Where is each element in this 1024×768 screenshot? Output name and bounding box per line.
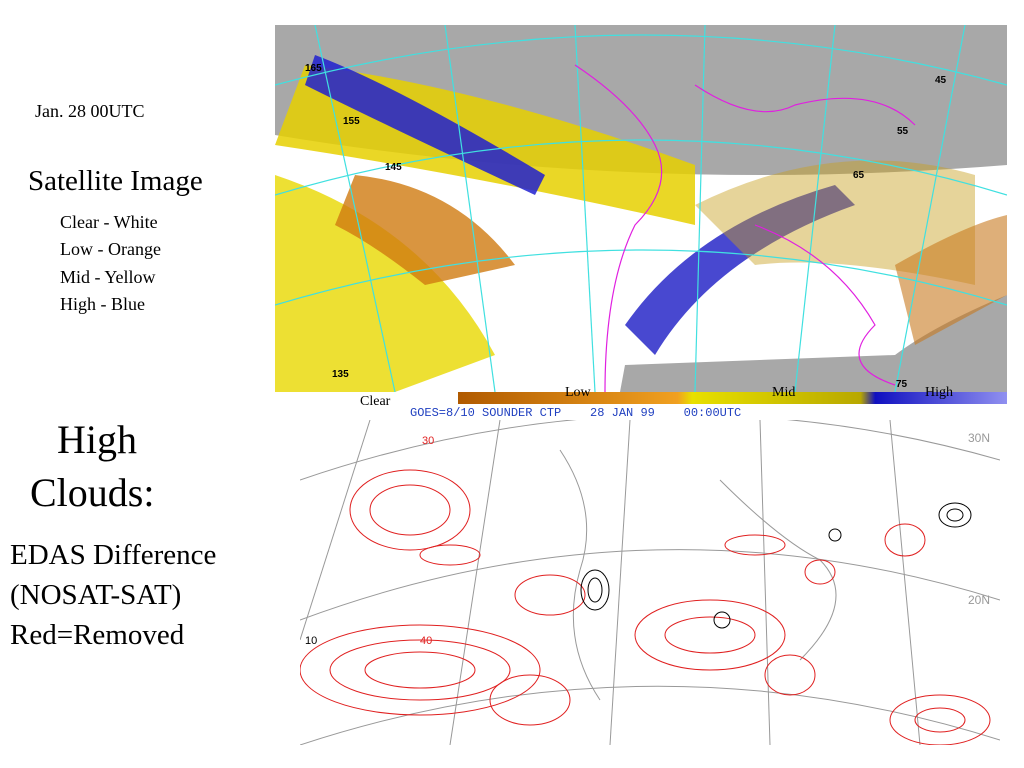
date: Jan. 28 00UTC xyxy=(35,101,145,121)
longitude-label: 135 xyxy=(332,369,349,380)
added-contours xyxy=(580,502,972,629)
caption: GOES=8/10 SOUNDER CTP 28 JAN 99 00:00UTC xyxy=(410,406,741,420)
longitude-label: 75 xyxy=(896,379,908,390)
satellite-image: 165 155 145 135 45 55 65 75 Clear Low Mi… xyxy=(275,25,1007,420)
section-title: High xyxy=(57,417,137,462)
mid-cloud xyxy=(275,175,495,392)
low-cloud xyxy=(895,215,1007,345)
high-cloud xyxy=(305,55,545,195)
color-bar-label: Clear xyxy=(360,394,391,409)
legend-item: Mid - Yellow xyxy=(60,267,156,287)
background xyxy=(300,420,1000,745)
latitude-label: 20N xyxy=(968,593,990,607)
latitude-label: 30N xyxy=(968,431,990,445)
section-title: Clouds: xyxy=(30,470,155,515)
heading: Satellite Image xyxy=(28,165,203,197)
longitude-label: 145 xyxy=(385,162,402,173)
contour-label: 30 xyxy=(422,435,434,447)
color-bar-label: High xyxy=(925,385,953,400)
high-cloud xyxy=(625,185,855,355)
longitude-label: 165 xyxy=(305,63,322,74)
longitude-labels: 165 155 145 135 45 55 65 75 xyxy=(305,63,947,390)
legend-item: Clear - White xyxy=(60,212,158,232)
longitude-label: 155 xyxy=(343,116,360,127)
removed-contours xyxy=(300,469,991,745)
longitude-label: 45 xyxy=(935,75,947,86)
description: Red=Removed xyxy=(10,619,185,651)
description: (NOSAT-SAT) xyxy=(10,579,182,611)
legend-item: Low - Orange xyxy=(60,239,161,259)
mixed-cloud xyxy=(695,160,975,285)
contour-label: 10 xyxy=(305,635,317,647)
low-cloud xyxy=(335,175,515,285)
latitude-labels: 30N 20N xyxy=(968,431,990,607)
color-bar-label: Low xyxy=(565,385,592,400)
difference-map: 30N 20N 30 40 10 xyxy=(300,420,1000,745)
color-bar xyxy=(275,392,1007,404)
contour-label: 40 xyxy=(420,635,432,647)
legend-item: High - Blue xyxy=(60,294,145,314)
graticule xyxy=(275,25,1007,393)
color-bar-label: Mid xyxy=(772,385,795,400)
longitude-label: 55 xyxy=(897,126,909,137)
longitude-label: 65 xyxy=(853,170,865,181)
description: EDAS Difference xyxy=(10,539,217,571)
coastlines xyxy=(574,64,916,393)
